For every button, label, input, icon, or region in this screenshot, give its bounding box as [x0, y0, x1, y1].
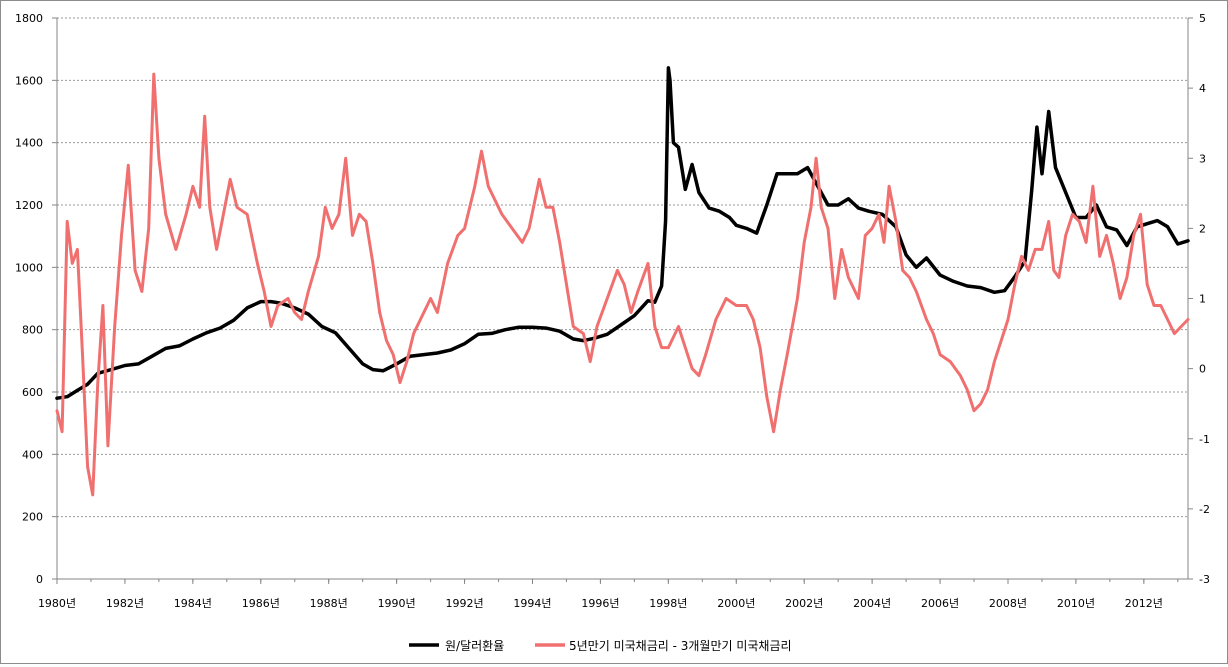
y-left-tick-label: 400: [22, 448, 43, 461]
y-right-tick-label: 0: [1199, 363, 1206, 376]
legend-label-1: 원/달러환율: [445, 639, 504, 653]
x-tick-label: 1990년: [378, 597, 416, 610]
y-left-tick-label: 1400: [15, 137, 43, 150]
y-right-tick-label: -1: [1199, 433, 1210, 446]
x-tick-label: 1998년: [649, 597, 687, 610]
x-tick-label: 1992년: [446, 597, 484, 610]
series-lines: [55, 66, 1190, 497]
y-left-tick-label: 1000: [15, 261, 43, 274]
x-tick-label: 2010년: [1057, 597, 1095, 610]
x-tick-label: 2012년: [1125, 597, 1163, 610]
y-left-tick-label: 1600: [15, 74, 43, 87]
x-tick-label: 1984년: [174, 597, 212, 610]
y-left-tick-label: 1800: [15, 12, 43, 25]
y-left-tick-label: 200: [22, 511, 43, 524]
x-tick-label: 1982년: [106, 597, 144, 610]
y-left-tick-label: 0: [36, 573, 43, 586]
y-right-tick-label: 5: [1199, 12, 1206, 25]
y-left-tick-label: 800: [22, 324, 43, 337]
series-line-2: [55, 72, 1190, 497]
x-tick-label: 1986년: [242, 597, 280, 610]
y-right-tick-label: 4: [1199, 82, 1206, 95]
y-right-tick-label: -2: [1199, 503, 1210, 516]
x-tick-label: 1988년: [310, 597, 348, 610]
y-left-tick-label: 600: [22, 386, 43, 399]
x-tick-label: 2000년: [717, 597, 755, 610]
x-tick-label: 2004년: [853, 597, 891, 610]
x-tick-label: 1980년: [38, 597, 76, 610]
y-right-tick-label: -3: [1199, 573, 1210, 586]
y-right-tick-label: 1: [1199, 293, 1206, 306]
y-right-tick-label: 3: [1199, 152, 1206, 165]
axes: [52, 17, 1193, 584]
x-tick-label: 2008년: [989, 597, 1027, 610]
legend: 원/달러환율 5년만기 미국채금리 - 3개월만기 미국채금리: [409, 639, 792, 653]
x-tick-label: 2006년: [921, 597, 959, 610]
x-tick-label: 2002년: [785, 597, 823, 610]
x-tick-label: 1994년: [513, 597, 551, 610]
tick-labels: 0 200 400 600 800 1000 1200 1400 1600 1800 -3 -2 -1 0…: [15, 12, 1210, 610]
series-line-1: [55, 66, 1190, 400]
y-right-tick-label: 2: [1199, 222, 1206, 235]
legend-label-2: 5년만기 미국채금리 - 3개월만기 미국채금리: [569, 639, 792, 653]
grid-lines: [57, 17, 1188, 518]
y-left-tick-label: 1200: [15, 199, 43, 212]
x-tick-label: 1996년: [581, 597, 619, 610]
